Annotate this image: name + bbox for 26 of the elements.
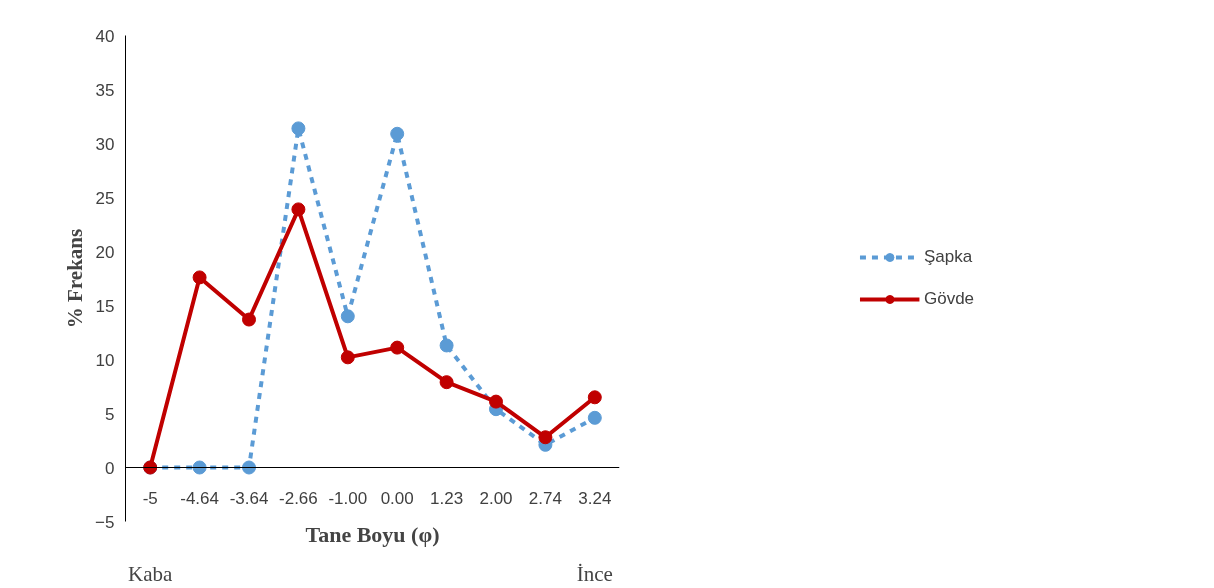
x-tick-label: -3.64 bbox=[229, 488, 269, 508]
x-tick-label: -1.00 bbox=[328, 488, 368, 508]
y-tick-label: 30 bbox=[95, 134, 115, 154]
x-tick-label: 2.74 bbox=[528, 488, 562, 508]
y-tick-label: 10 bbox=[95, 350, 115, 370]
x-tick-label: 3.24 bbox=[578, 488, 612, 508]
y-tick-label: 0 bbox=[105, 458, 115, 478]
y-axis-title: % Frekans bbox=[63, 228, 88, 329]
x-tick-label: -4.64 bbox=[180, 488, 219, 508]
x-tick-label: 2.00 bbox=[479, 488, 513, 508]
x-tick-label: -5 bbox=[142, 488, 158, 508]
y-tick-label: 5 bbox=[105, 404, 115, 424]
legend-label: Gövde bbox=[923, 289, 975, 309]
y-tick-label: 25 bbox=[95, 188, 115, 208]
y-tick-label: 15 bbox=[95, 296, 115, 316]
x-tick-label: 0.00 bbox=[380, 488, 414, 508]
y-tick-label: 40 bbox=[95, 26, 115, 46]
y-tick-label: −5 bbox=[95, 512, 115, 532]
y-tick-label: 35 bbox=[95, 80, 115, 100]
legend-label: Şapka bbox=[923, 247, 973, 267]
x-axis-title: Tane Boyu (φ) bbox=[305, 521, 440, 547]
x-tick-label: -2.66 bbox=[279, 488, 318, 508]
text: Kaba bbox=[128, 561, 174, 586]
y-tick-label: 20 bbox=[95, 242, 115, 262]
text: İnce bbox=[576, 561, 613, 586]
x-tick-label: 1.23 bbox=[430, 488, 464, 508]
